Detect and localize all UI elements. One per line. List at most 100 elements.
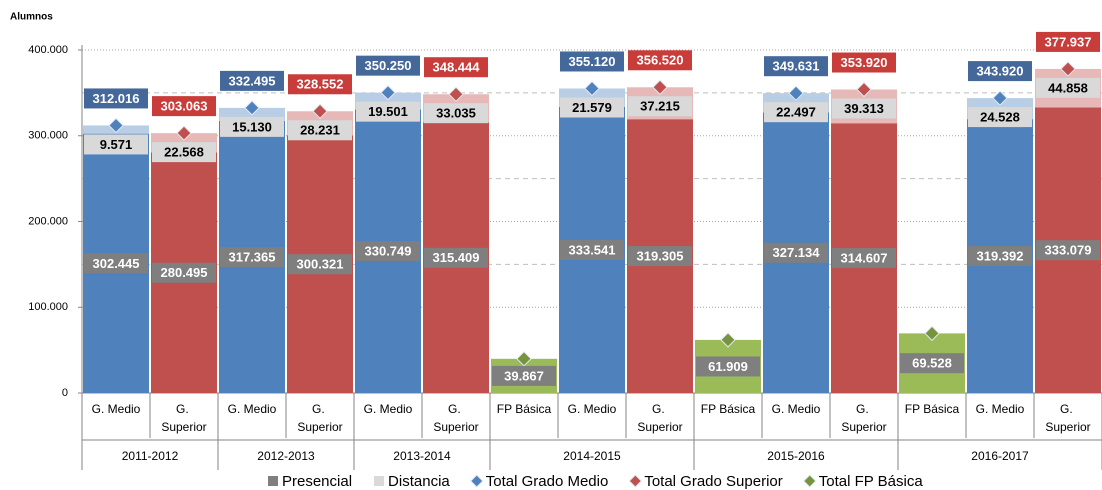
group-label: 2015-2016 — [767, 449, 825, 463]
legend-label: Total Grado Medio — [486, 473, 609, 490]
total-marker — [584, 80, 600, 97]
total-marker — [448, 86, 464, 102]
data-label: 37.215 — [640, 99, 680, 114]
y-tick-label: 100.000 — [28, 301, 68, 313]
data-label: 22.497 — [776, 105, 816, 120]
legend-swatch — [374, 476, 385, 486]
legend-label: Total Grado Superior — [644, 473, 782, 490]
data-label: 19.501 — [368, 104, 408, 119]
data-label: 302.445 — [93, 256, 140, 271]
label-box — [764, 242, 828, 263]
label-box — [424, 247, 488, 268]
data-label: 356.520 — [637, 53, 684, 68]
data-label: 39.867 — [504, 368, 544, 383]
data-label: 330.749 — [365, 244, 412, 259]
x-tick-label: G. Superior — [1045, 402, 1090, 434]
data-label: 317.365 — [229, 249, 276, 264]
group-label: 2011-2012 — [122, 449, 179, 463]
label-box — [1036, 240, 1100, 261]
label-box — [628, 50, 692, 71]
label-box — [356, 55, 420, 76]
data-label: 280.495 — [161, 265, 208, 280]
data-label: 319.305 — [637, 249, 684, 264]
x-tick-label: FP Básica — [497, 402, 552, 416]
y-tick-label: 200.000 — [28, 215, 68, 227]
label-box — [492, 365, 556, 386]
legend-swatch — [803, 474, 817, 488]
total-marker — [176, 125, 192, 141]
label-box — [560, 239, 624, 260]
label-box — [628, 96, 692, 117]
total-marker — [516, 351, 532, 367]
data-label: 303.063 — [161, 99, 208, 114]
legend-swatch — [470, 474, 484, 488]
x-tick-label: G. Medio — [92, 402, 141, 416]
y-tick-label: 300.000 — [28, 130, 68, 142]
data-label: 328.552 — [297, 77, 344, 92]
data-label: 355.120 — [569, 54, 616, 69]
total-marker — [380, 84, 396, 101]
data-label: 9.571 — [100, 137, 133, 152]
legend-label: Distancia — [388, 473, 450, 490]
data-label: 21.579 — [572, 100, 612, 115]
total-marker — [720, 332, 736, 348]
data-label: 315.409 — [433, 250, 480, 265]
x-tick-label: G. Medio — [228, 402, 277, 416]
data-label: 353.920 — [841, 55, 888, 70]
data-label: 350.250 — [365, 58, 412, 73]
total-marker — [652, 79, 668, 95]
total-marker — [992, 90, 1008, 106]
label-box — [220, 116, 284, 137]
x-tick-label: G. Medio — [976, 402, 1025, 416]
label-box — [764, 102, 828, 123]
label-box — [968, 61, 1032, 82]
label-box — [152, 142, 216, 163]
label-box — [84, 88, 148, 109]
label-box — [832, 248, 896, 269]
label-box — [152, 96, 216, 117]
label-box — [356, 241, 420, 262]
x-tick-label: G. Superior — [161, 402, 206, 434]
data-label: 300.321 — [297, 257, 344, 272]
x-tick-label: G. Superior — [637, 402, 682, 434]
data-label: 33.035 — [436, 106, 476, 121]
label-box — [220, 246, 284, 267]
data-label: 39.313 — [844, 101, 884, 116]
data-label: 333.079 — [1045, 243, 1092, 258]
data-label: 343.920 — [977, 64, 1024, 79]
label-box — [696, 356, 760, 377]
total-marker — [244, 100, 260, 116]
label-box — [424, 103, 488, 124]
total-marker — [788, 85, 804, 101]
legend-label: Presencial — [282, 473, 352, 490]
x-tick-label: FP Básica — [905, 402, 960, 416]
total-marker — [1060, 61, 1076, 77]
data-label: 69.528 — [912, 356, 952, 371]
label-box — [84, 253, 148, 274]
label-box — [356, 101, 420, 122]
data-label: 61.909 — [708, 359, 748, 374]
legend-swatch — [268, 476, 278, 486]
legend-label: Total FP Básica — [819, 473, 924, 490]
data-label: 333.541 — [569, 242, 616, 257]
label-box — [968, 246, 1032, 267]
label-box — [1036, 77, 1100, 98]
data-label: 349.631 — [773, 59, 820, 74]
x-tick-label: G. Medio — [772, 402, 821, 416]
data-label: 312.016 — [93, 91, 140, 106]
label-box — [424, 57, 488, 78]
group-label: 2016-2017 — [971, 449, 1029, 463]
total-marker — [924, 325, 940, 342]
x-tick-label: G. Medio — [364, 402, 413, 416]
data-label: 44.858 — [1048, 80, 1088, 95]
x-tick-label: G. Superior — [841, 402, 886, 434]
data-label: 348.444 — [433, 60, 481, 75]
label-box — [900, 353, 964, 374]
data-label: 22.568 — [164, 145, 204, 160]
label-box — [968, 107, 1032, 128]
data-label: 319.392 — [977, 248, 1024, 263]
label-box — [764, 56, 828, 77]
x-tick-label: FP Básica — [701, 402, 756, 416]
x-tick-label: G. Medio — [568, 402, 617, 416]
label-box — [560, 51, 624, 72]
